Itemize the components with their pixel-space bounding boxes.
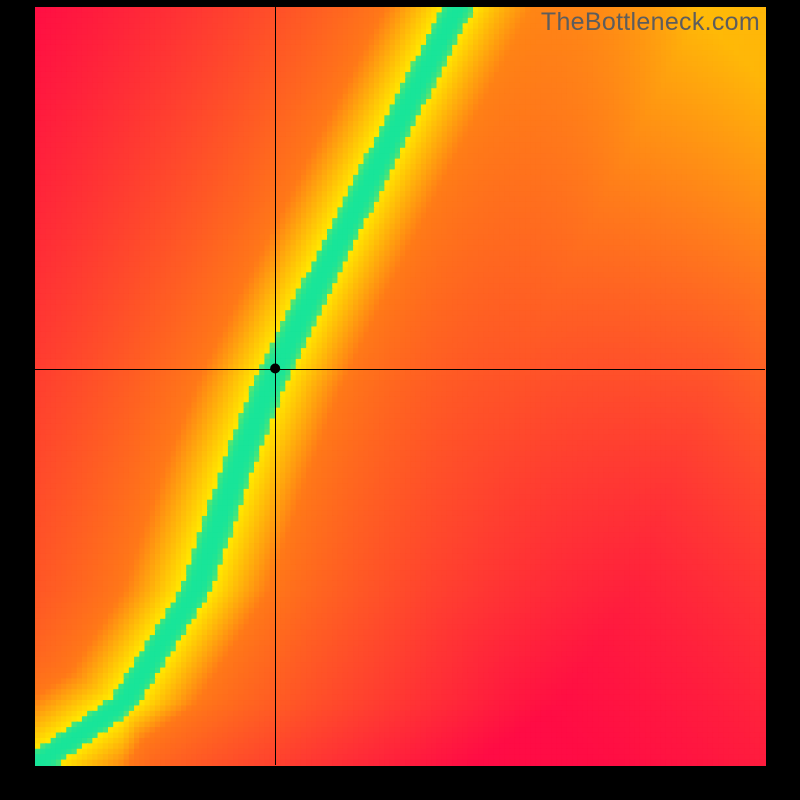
chart-container: TheBottleneck.com — [0, 0, 800, 800]
bottleneck-heatmap-canvas — [0, 0, 800, 800]
